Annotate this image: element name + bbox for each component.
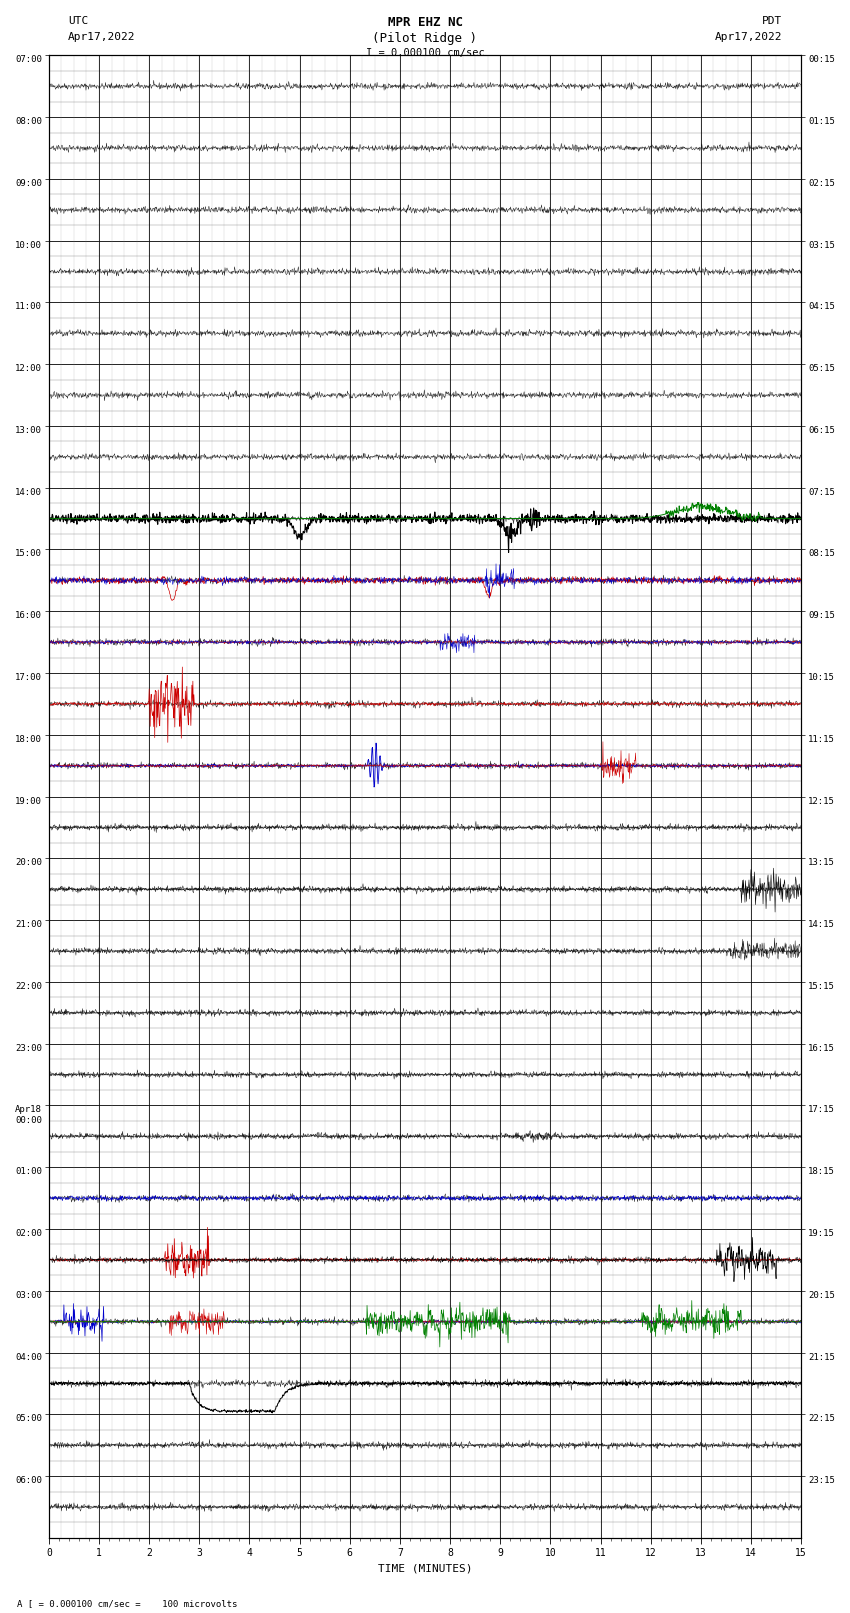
X-axis label: TIME (MINUTES): TIME (MINUTES) bbox=[377, 1565, 473, 1574]
Text: UTC: UTC bbox=[68, 16, 88, 26]
Text: (Pilot Ridge ): (Pilot Ridge ) bbox=[372, 32, 478, 45]
Text: A [ = 0.000100 cm/sec =    100 microvolts: A [ = 0.000100 cm/sec = 100 microvolts bbox=[17, 1598, 237, 1608]
Text: Apr17,2022: Apr17,2022 bbox=[715, 32, 782, 42]
Text: I = 0.000100 cm/sec: I = 0.000100 cm/sec bbox=[366, 48, 484, 58]
Text: PDT: PDT bbox=[762, 16, 782, 26]
Text: MPR EHZ NC: MPR EHZ NC bbox=[388, 16, 462, 29]
Text: Apr17,2022: Apr17,2022 bbox=[68, 32, 135, 42]
